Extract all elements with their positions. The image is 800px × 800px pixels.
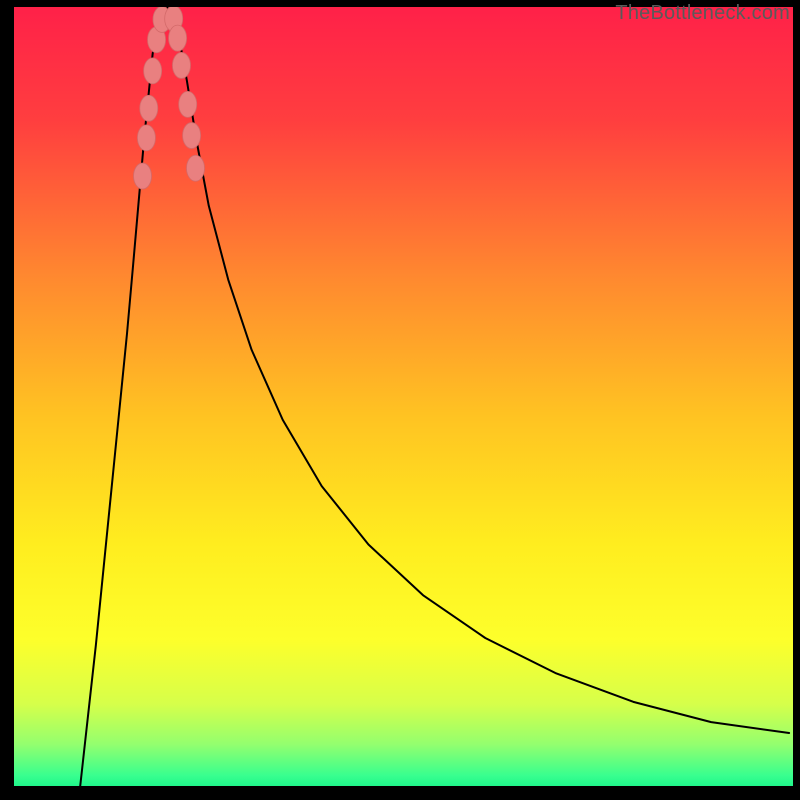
data-point-marker: [134, 163, 152, 189]
data-point-markers: [0, 0, 800, 800]
data-point-marker: [172, 52, 190, 78]
data-point-marker: [187, 155, 205, 181]
data-point-marker: [179, 91, 197, 117]
chart-frame-left: [0, 0, 14, 800]
chart-container: TheBottleneck.com: [0, 0, 800, 800]
data-point-marker: [169, 25, 187, 51]
data-point-marker: [144, 58, 162, 84]
chart-frame-right: [793, 0, 800, 800]
watermark-label: TheBottleneck.com: [615, 2, 790, 25]
data-point-marker: [183, 123, 201, 149]
chart-frame-bottom: [0, 786, 800, 800]
data-point-marker: [137, 125, 155, 151]
data-point-marker: [140, 95, 158, 121]
